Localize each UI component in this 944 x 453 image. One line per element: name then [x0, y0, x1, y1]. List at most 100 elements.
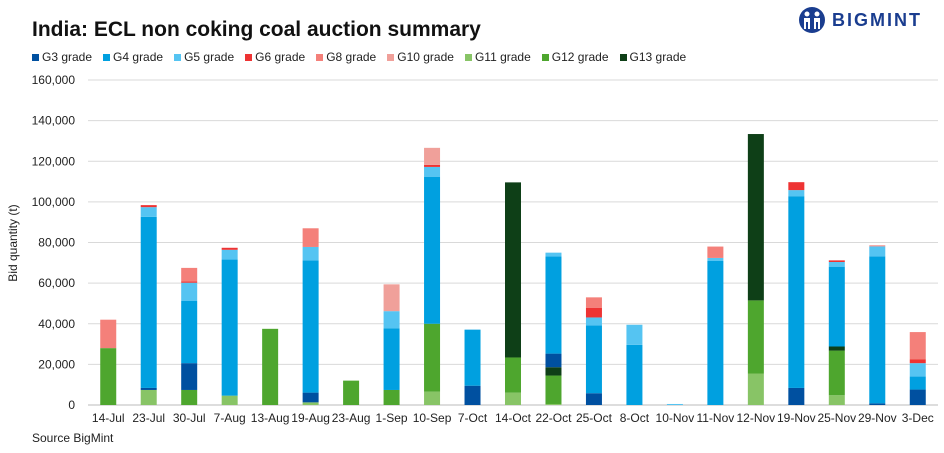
bigmint-logo: BIGMINT — [798, 6, 922, 34]
bar-segment-g3-grade — [788, 387, 805, 405]
bar-segment-g3-grade — [464, 385, 481, 405]
x-tick-label: 11-Nov — [696, 411, 734, 425]
legend-label: G11 grade — [474, 50, 531, 64]
bar-segment-g4-grade — [626, 344, 643, 405]
y-tick-label: 120,000 — [32, 154, 76, 168]
bar-segment-g11-grade — [828, 395, 845, 405]
bar-segment-g8-grade — [909, 332, 926, 360]
bar-segment-g5-grade — [302, 246, 319, 261]
x-tick-label: 30-Jul — [173, 411, 206, 425]
x-tick-label: 10-Nov — [656, 411, 695, 425]
legend-item: G4 grade — [103, 50, 163, 64]
bar-segment-g12-grade — [545, 375, 562, 404]
bar-segment-g6-grade — [909, 359, 926, 364]
bar-segment-g13-grade — [828, 346, 845, 351]
bar-segment-g8-grade — [585, 297, 602, 308]
bar-segment-g12-grade — [424, 323, 441, 392]
legend-swatch — [316, 53, 324, 61]
legend-item: G13 grade — [619, 50, 687, 64]
bar-segment-g11-grade — [545, 403, 562, 405]
bar-segment-g12-grade — [828, 350, 845, 396]
bar-segment-g4-grade — [788, 196, 805, 388]
legend-swatch — [245, 53, 253, 61]
bar-segment-g5-grade — [140, 207, 157, 217]
bar-segment-g5-grade — [707, 257, 724, 261]
bar-segment-g5-grade — [666, 403, 683, 405]
bar-segment-g12-grade — [262, 328, 279, 405]
bar-segment-g5-grade — [869, 246, 886, 257]
y-tick-label: 80,000 — [38, 236, 75, 250]
bar-segment-g13-grade — [747, 134, 764, 301]
x-tick-label: 3-Dec — [902, 411, 934, 425]
bar-segment-g13-grade — [505, 182, 521, 358]
bar-segment-g5-grade — [545, 252, 562, 257]
y-tick-label: 140,000 — [32, 114, 76, 128]
legend-label: G8 grade — [326, 50, 377, 64]
bar-segment-g5-grade — [181, 282, 198, 301]
bar-segment-g10-grade — [383, 284, 400, 312]
bar-segment-g11-grade — [302, 402, 319, 405]
x-tick-label: 14-Oct — [495, 411, 532, 425]
bar-segment-g5-grade — [424, 166, 441, 177]
legend-item: G11 grade — [464, 50, 531, 64]
bar-segment-g4-grade — [424, 176, 441, 324]
source-note: Source BigMint — [32, 431, 114, 445]
bar-segment-g12-grade — [383, 389, 400, 405]
chart-title: India: ECL non coking coal auction summa… — [32, 18, 481, 41]
bar-segment-g4-grade — [464, 329, 481, 386]
brand-name: BIGMINT — [832, 9, 922, 30]
legend: G3 grade G4 grade G5 grade G6 grade G8 grade… — [32, 50, 686, 64]
bar-segment-g5-grade — [585, 317, 602, 326]
bar-segment-g6-grade — [181, 281, 198, 283]
y-tick-label: 60,000 — [38, 276, 75, 290]
y-tick-label: 40,000 — [38, 317, 75, 331]
bar-segment-g12-grade — [181, 389, 198, 405]
legend-swatch — [464, 53, 472, 61]
bar-segment-g4-grade — [585, 325, 602, 394]
bar-segment-g8-grade — [869, 245, 886, 247]
bar-segment-g11-grade — [140, 389, 157, 405]
bar-segment-g3-grade — [585, 393, 602, 405]
bar-segment-g4-grade — [383, 328, 400, 390]
bar-segment-g12-grade — [343, 380, 360, 405]
bar-segment-g11-grade — [747, 373, 764, 405]
bar-segment-g6-grade — [221, 247, 238, 250]
legend-swatch — [541, 53, 549, 61]
bar-segment-g5-grade — [383, 311, 400, 329]
x-tick-label: 14-Jul — [92, 411, 125, 425]
legend-item: G8 grade — [316, 50, 376, 64]
y-tick-label: 20,000 — [38, 357, 75, 371]
bar-segment-g11-grade — [505, 392, 521, 405]
bar-segment-g4-grade — [221, 259, 238, 396]
bar-segment-g12-grade — [505, 357, 521, 393]
bar-segment-g5-grade — [828, 262, 845, 267]
bar-segment-g12-grade — [100, 348, 117, 405]
legend-swatch — [103, 53, 111, 61]
x-tick-label: 10-Sep — [413, 411, 452, 425]
bar-segment-g4-grade — [707, 260, 724, 405]
bar-segment-g8-grade — [181, 267, 198, 282]
bar-segment-g4-grade — [302, 260, 319, 393]
bar-segment-g5-grade — [221, 249, 238, 260]
y-tick-label: 0 — [68, 398, 75, 412]
legend-label: G13 grade — [629, 50, 687, 64]
bar-segment-g11-grade — [424, 391, 441, 405]
bar-segment-g6-grade — [585, 307, 602, 318]
bar-segment-g8-grade — [707, 246, 724, 258]
x-tick-label: 7-Aug — [214, 411, 246, 425]
legend-label: G4 grade — [113, 50, 164, 64]
bar-segment-g4-grade — [545, 256, 562, 354]
bar-segment-g3-grade — [181, 363, 198, 390]
bar-segment-g6-grade — [828, 260, 845, 262]
x-tick-label: 7-Oct — [458, 411, 488, 425]
bar-segment-g4-grade — [140, 216, 157, 388]
x-tick-label: 19-Aug — [291, 411, 330, 425]
legend-swatch — [32, 53, 39, 61]
x-tick-label: 25-Oct — [576, 411, 613, 425]
bar-segment-g6-grade — [424, 164, 441, 167]
legend-swatch — [174, 53, 182, 61]
bar-segment-g5-grade — [909, 363, 926, 377]
legend-label: G3 grade — [42, 50, 93, 64]
x-tick-label: 23-Aug — [332, 411, 371, 425]
